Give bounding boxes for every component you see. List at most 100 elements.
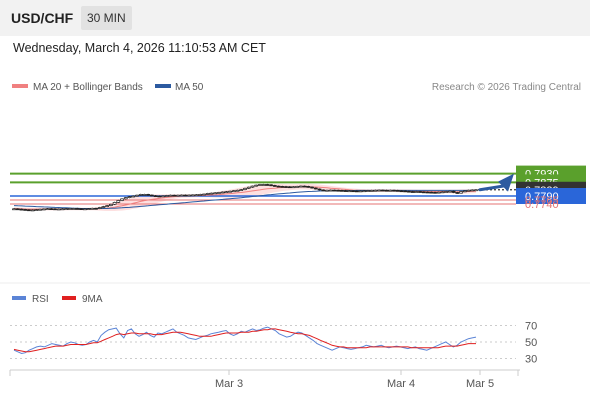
candle-bull <box>474 189 478 192</box>
candle-bull <box>164 195 169 197</box>
candle-bull <box>444 191 449 193</box>
candle-bear <box>321 189 326 192</box>
pivot-label: 0.7790 <box>525 191 559 203</box>
candle-bear <box>418 191 422 193</box>
candle-bull <box>254 184 259 187</box>
candle-bull <box>90 207 95 210</box>
candle-bear <box>15 208 20 211</box>
candle-bull <box>459 191 463 194</box>
candle-bull <box>299 185 303 188</box>
rsi-level-label: 50 <box>525 337 537 349</box>
candle-bull <box>109 203 113 206</box>
candle-bull <box>369 190 374 192</box>
projection-layer <box>478 173 514 192</box>
chart-area: MA 20 + Bollinger Bands MA 50 Research ©… <box>0 82 590 390</box>
projection-arrow-shaft <box>478 184 508 192</box>
x-axis-label: Mar 4 <box>387 378 415 390</box>
candle-bear <box>310 186 314 189</box>
candle-bull <box>440 191 445 194</box>
candle-bull <box>414 191 419 193</box>
candle-bull <box>377 189 381 192</box>
candle-bull <box>82 208 87 211</box>
header-bar: USD/CHF 30 MIN <box>0 0 590 36</box>
candle-bull <box>436 191 441 194</box>
candle-bull <box>224 191 229 194</box>
candle-bull <box>448 190 452 193</box>
candle-bear <box>75 208 80 210</box>
candle-bull <box>466 189 471 192</box>
candle-bull <box>161 195 165 198</box>
candle-bear <box>146 194 150 196</box>
rsi-level-label: 30 <box>525 353 537 365</box>
candle-bull <box>228 190 232 193</box>
candle-bear <box>410 191 415 193</box>
candle-bull <box>168 194 173 197</box>
candle-bull <box>388 189 393 192</box>
candle-bear <box>19 208 24 211</box>
candle-bear <box>79 208 83 210</box>
candle-bear <box>317 188 322 191</box>
candle-bull <box>123 197 128 200</box>
candle-bull <box>86 208 91 210</box>
candle-bear <box>343 190 348 192</box>
ma50-legend-swatch <box>155 84 171 88</box>
candle-bull <box>71 208 76 210</box>
support-label: 0.7740 <box>525 199 559 211</box>
candle-bear <box>302 185 307 188</box>
candle-bull <box>217 192 221 194</box>
candle-bear <box>265 184 270 186</box>
candle-bear <box>27 209 31 212</box>
candle-bear <box>284 186 288 188</box>
candle-bear <box>280 186 285 188</box>
candle-bull <box>60 208 65 211</box>
candle-bear <box>183 194 188 197</box>
x-axis-labels: Mar 3 Mar 4 Mar 5 <box>215 370 494 390</box>
candle-bull <box>68 208 72 210</box>
candle-bull <box>176 194 180 197</box>
candle-bull <box>213 192 218 195</box>
candle-bear <box>94 207 98 210</box>
candle-bull <box>101 206 106 208</box>
candle-bear <box>153 195 158 198</box>
candle-bear <box>407 190 411 193</box>
candle-bull <box>112 202 117 205</box>
timeframe-button[interactable]: 30 MIN <box>81 6 132 30</box>
rsi-legend-swatch <box>12 296 26 300</box>
candle-bear <box>384 189 389 192</box>
candle-bear <box>392 189 396 192</box>
candle-bear <box>381 189 385 192</box>
candle-bull <box>45 208 50 210</box>
candle-bear <box>23 209 28 211</box>
candle-bear <box>351 190 355 193</box>
candle-bull <box>34 209 39 211</box>
candle-bull <box>97 207 102 209</box>
ma20-legend-label: MA 20 + Bollinger Bands <box>33 82 143 93</box>
candle-bull <box>190 194 195 197</box>
candle-bull <box>362 190 367 193</box>
candle-bull <box>246 186 251 189</box>
candle-bull <box>202 193 206 196</box>
support-label: 0.7765 <box>525 195 559 207</box>
candle-bull <box>258 184 262 186</box>
candle-bull <box>470 189 475 192</box>
candle-bull <box>291 186 296 189</box>
candle-bull <box>235 189 240 192</box>
candle-bear <box>269 184 273 187</box>
candle-bear <box>287 186 292 189</box>
candle-bull <box>250 185 255 188</box>
candle-bull <box>325 189 329 192</box>
candle-bull <box>120 198 124 201</box>
level-label-bg <box>516 188 586 204</box>
ma9-legend-swatch <box>62 296 76 300</box>
candle-bull <box>243 187 247 190</box>
ma50-legend-label: MA 50 <box>175 82 204 93</box>
candle-bull <box>373 189 378 192</box>
candle-bull <box>328 189 333 192</box>
candle-bull <box>135 194 139 197</box>
candle-bull <box>41 208 46 211</box>
candle-bull <box>194 194 199 197</box>
candle-bear <box>429 191 434 194</box>
candle-bull <box>198 194 203 196</box>
candle-bear <box>354 190 359 193</box>
